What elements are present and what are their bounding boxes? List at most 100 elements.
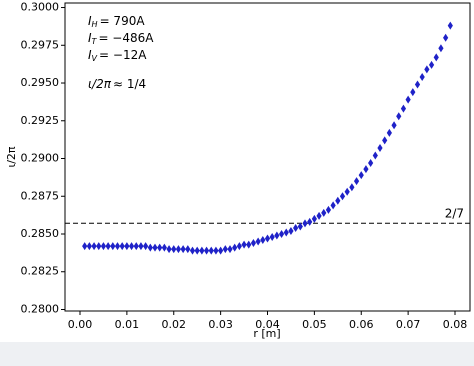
data-point [307,217,313,226]
data-point [363,165,369,174]
data-point [86,242,92,251]
data-point [236,242,242,251]
y-tick-label: 0.2975 [21,38,60,51]
data-point [447,21,453,30]
data-point [232,243,238,252]
x-tick-label: 0.03 [208,318,233,331]
data-point [105,242,111,251]
data-point [138,242,144,251]
data-point [114,242,121,251]
data-point [414,80,421,89]
data-point [208,246,214,255]
annotation-symbol: I [88,31,92,45]
data-point [377,143,383,152]
data-point [316,211,322,220]
data-point [321,208,327,217]
annotation: ι/2π ≈ 1/4 [88,77,146,91]
data-point [368,159,374,168]
annotation-symbol: ι/2π [88,77,112,91]
data-point [288,226,294,235]
reference-label: 2/7 [445,207,464,221]
annotation-symbol: I [88,14,92,28]
data-point [246,240,252,249]
data-point [335,196,341,205]
x-tick-label: 0.05 [302,318,327,331]
y-tick-label: 0.2875 [21,189,60,202]
data-point [405,95,411,104]
data-point [189,246,196,255]
data-point [382,136,388,145]
annotation-text: = 790A [100,14,146,28]
caption-strip [0,342,474,366]
data-point [147,243,153,252]
data-point [227,245,233,254]
x-tick-label: 0.07 [396,318,421,331]
x-tick-label: 0.06 [349,318,374,331]
y-axis-label: ι/2π [5,146,18,167]
x-tick-label: 0.04 [255,318,280,331]
annotation-subscript: V [92,54,98,63]
data-point [218,246,224,255]
y-tick-label: 0.2825 [21,265,60,278]
data-point [264,234,271,243]
data-point [185,245,191,254]
data-point [358,171,364,180]
data-point [152,243,158,252]
data-point [311,214,317,223]
data-point [419,72,425,81]
data-point [344,187,350,196]
data-point [255,237,261,246]
data-point [96,242,102,251]
data-point [325,205,332,214]
data-point [124,242,130,251]
annotation-symbol: I [88,48,92,62]
x-tick-label: 0.02 [162,318,187,331]
annotation-text: = −486A [98,31,154,45]
data-point [353,177,360,186]
data-point [293,223,299,232]
data-point [391,121,397,130]
data-point [424,65,430,74]
data-point [180,245,186,254]
y-tick-label: 0.2800 [21,302,60,315]
data-point [110,242,116,251]
data-point [100,242,107,251]
data-point [410,88,416,97]
data-point [433,53,439,62]
data-point [119,242,125,251]
data-point [175,245,182,254]
data-point [133,242,139,251]
data-point [82,242,88,251]
x-tick-label: 0.00 [68,318,93,331]
data-point [250,239,257,248]
data-point [143,242,149,251]
data-point [278,230,285,238]
x-tick-label: 0.01 [115,318,140,331]
data-point [157,243,163,252]
data-point [396,112,402,121]
data-point [194,246,200,255]
data-point [161,243,167,252]
data-point [213,246,219,255]
annotation-text: ≈ 1/4 [113,77,146,91]
data-point [297,222,303,231]
data-point [349,183,355,192]
data-point [330,201,336,210]
data-point [128,242,135,251]
data-point [372,151,378,160]
data-point [269,233,275,242]
data-point [283,228,289,237]
x-tick-label: 0.08 [443,318,468,331]
data-point [199,246,205,255]
data-point [171,245,177,254]
data-point [91,242,97,251]
data-point [274,231,280,240]
x-axis-label: r [m] [253,327,280,340]
data-point [428,60,435,69]
data-point [386,128,392,137]
annotation-subscript: H [92,20,98,29]
data-point [302,219,308,228]
data-point [339,192,346,201]
data-point [438,44,444,53]
data-point [203,246,210,255]
